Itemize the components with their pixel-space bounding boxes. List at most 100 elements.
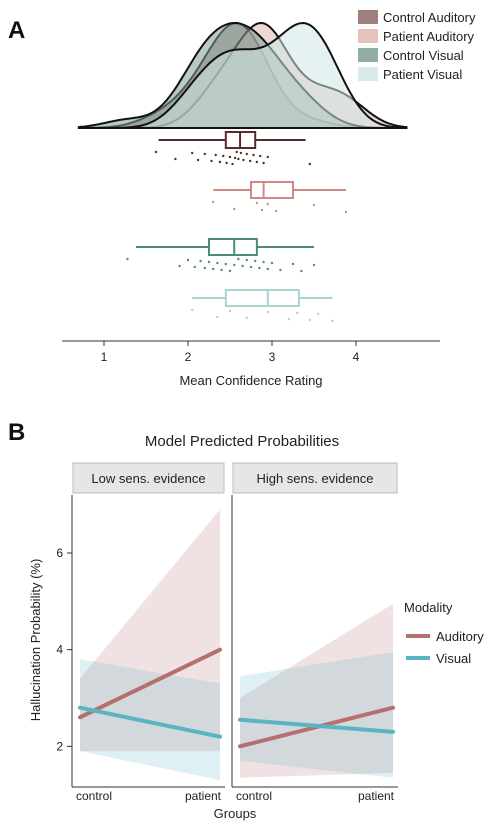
x-axis-title: Groups xyxy=(214,806,257,821)
point-control-visual xyxy=(279,268,282,272)
x-tick-label: 2 xyxy=(185,350,192,364)
point-control-auditory xyxy=(245,152,248,156)
box-control-visual xyxy=(208,238,258,256)
line-visual xyxy=(238,717,395,734)
point-control-auditory xyxy=(237,157,240,161)
point-control-visual xyxy=(266,267,269,271)
x-tick-label: 4 xyxy=(353,350,360,364)
facet-label: Low sens. evidence xyxy=(91,471,205,486)
point-control-visual xyxy=(216,261,219,265)
point-control-auditory xyxy=(233,156,237,160)
confidence-x-axis: 1 2 3 4 Mean Confidence Rating xyxy=(62,340,440,388)
point-patient-auditory xyxy=(255,201,259,205)
point-patient-visual xyxy=(287,317,290,321)
point-control-visual xyxy=(312,263,316,267)
point-control-auditory xyxy=(154,150,158,154)
ci-band-visual xyxy=(80,659,220,781)
modality-legend: Modality Auditory Visual xyxy=(404,600,484,666)
legend-label: Auditory xyxy=(436,629,484,644)
point-control-visual xyxy=(270,261,274,265)
point-patient-visual xyxy=(296,311,299,315)
point-control-visual xyxy=(212,267,215,271)
point-patient-auditory xyxy=(344,210,348,214)
point-control-auditory xyxy=(191,151,194,155)
point-control-visual xyxy=(186,258,190,262)
legend-label: Control Auditory xyxy=(383,10,476,25)
box-patient-auditory xyxy=(250,181,294,199)
legend-title: Modality xyxy=(404,600,453,615)
point-control-auditory xyxy=(262,161,265,165)
point-control-visual xyxy=(237,257,240,261)
chart-b-title: Model Predicted Probabilities xyxy=(145,433,339,450)
point-patient-visual xyxy=(228,309,232,313)
point-control-auditory xyxy=(210,159,213,163)
y-tick-label: 6 xyxy=(56,546,63,560)
facet-label: High sens. evidence xyxy=(256,471,373,486)
x-category-label: patient xyxy=(358,789,395,803)
point-control-visual xyxy=(199,259,202,263)
point-control-auditory xyxy=(235,150,238,154)
point-control-auditory xyxy=(231,162,234,166)
point-patient-auditory xyxy=(260,208,264,212)
point-control-auditory xyxy=(239,151,243,155)
panel-b-letter: B xyxy=(8,419,25,446)
point-control-visual xyxy=(224,262,227,266)
point-control-auditory xyxy=(248,159,252,163)
legend-swatch xyxy=(358,10,378,24)
boxplots xyxy=(126,131,348,323)
point-control-auditory xyxy=(242,158,245,162)
legend-swatch xyxy=(358,29,378,43)
point-control-visual xyxy=(126,257,129,261)
point-control-visual xyxy=(258,266,261,270)
line-visual xyxy=(78,705,222,739)
x-tick-label: 1 xyxy=(101,350,108,364)
point-control-visual xyxy=(193,265,196,269)
point-control-visual xyxy=(233,263,236,267)
y-axis-title: Hallucination Probability (%) xyxy=(28,559,43,722)
ci-band-auditory xyxy=(240,603,393,778)
point-patient-auditory xyxy=(233,207,236,211)
point-control-visual xyxy=(291,262,295,266)
x-category-label: control xyxy=(236,789,272,803)
probability-axes: 2 4 6 Hallucination Probability (%) Groups xyxy=(28,546,257,821)
point-patient-visual xyxy=(191,308,194,312)
point-control-auditory xyxy=(218,160,222,164)
point-control-visual xyxy=(203,266,206,270)
density-legend: Control Auditory Patient Auditory Control … xyxy=(358,10,476,82)
point-control-auditory xyxy=(228,155,232,159)
point-patient-visual xyxy=(266,310,269,314)
point-control-visual xyxy=(300,269,303,273)
x-category-label: patient xyxy=(185,789,222,803)
point-patient-visual xyxy=(317,312,320,316)
point-control-auditory xyxy=(266,155,269,159)
point-control-auditory xyxy=(225,161,228,165)
y-tick-label: 2 xyxy=(56,739,63,753)
legend-swatch xyxy=(358,67,378,81)
x-category-label: control xyxy=(76,789,112,803)
point-patient-visual xyxy=(308,318,311,322)
point-control-visual xyxy=(241,264,244,268)
point-patient-auditory xyxy=(212,200,215,204)
density-curves xyxy=(77,21,408,129)
point-patient-visual xyxy=(216,315,219,319)
x-axis-title: Mean Confidence Rating xyxy=(179,373,322,388)
box-patient-visual xyxy=(224,289,300,307)
point-control-visual xyxy=(207,260,211,264)
density-patient-visual xyxy=(78,21,408,129)
legend-label: Control Visual xyxy=(383,48,464,63)
point-control-visual xyxy=(220,268,223,272)
legend-label: Visual xyxy=(436,651,471,666)
point-control-visual xyxy=(254,259,257,263)
point-control-visual xyxy=(262,260,265,264)
point-control-auditory xyxy=(174,157,177,161)
legend-label: Patient Auditory xyxy=(383,29,475,44)
legend-swatch xyxy=(358,48,378,62)
facet-panels: Low sens. evidence control patient High sen… xyxy=(71,462,398,803)
point-patient-visual xyxy=(331,319,334,323)
point-patient-auditory xyxy=(312,203,316,207)
point-control-auditory xyxy=(255,160,259,164)
point-control-auditory xyxy=(214,153,217,157)
point-patient-auditory xyxy=(266,202,269,206)
